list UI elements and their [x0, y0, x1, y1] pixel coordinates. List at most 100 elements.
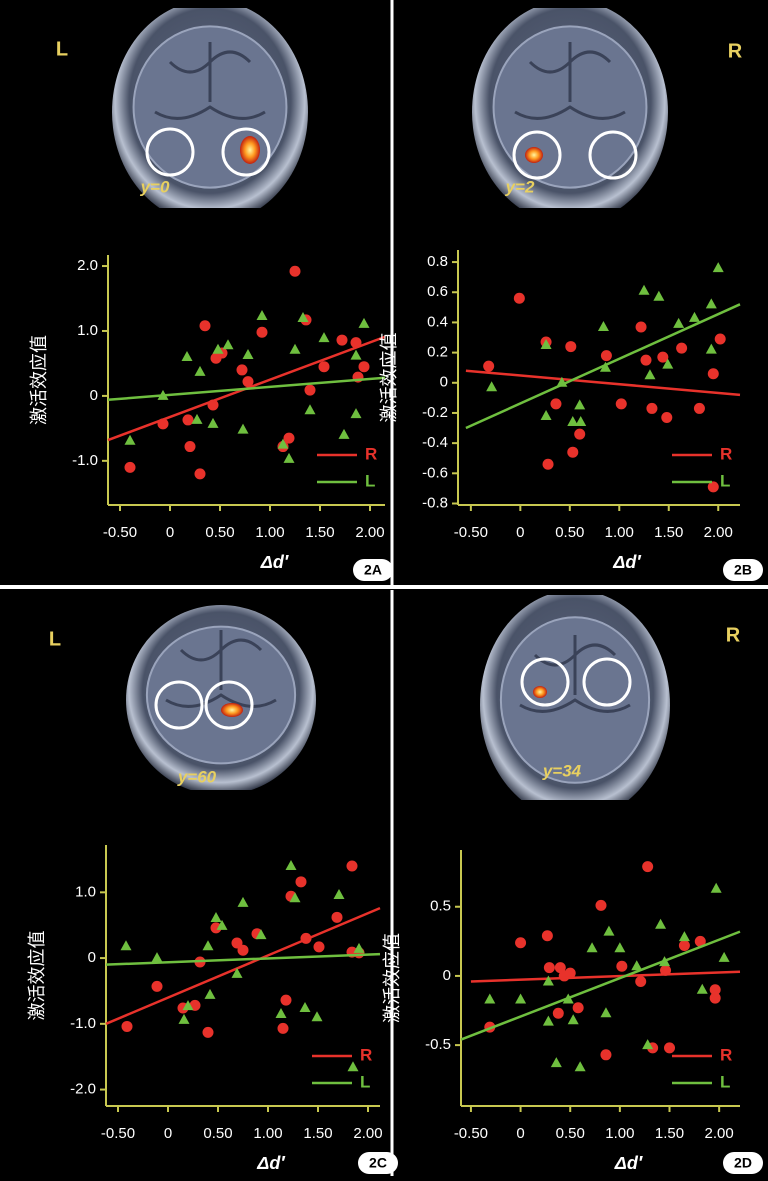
- point: [595, 900, 606, 911]
- point: [152, 981, 163, 992]
- y-tick-label: 0: [443, 967, 451, 984]
- point: [200, 320, 211, 331]
- point: [635, 976, 646, 987]
- y-axis-label: 激活效应值: [382, 933, 403, 1023]
- x-tick-label: 1.50: [303, 1125, 332, 1142]
- y-axis-label: 激活效应值: [29, 335, 50, 425]
- brain-image: [472, 0, 668, 224]
- legend-label: L: [365, 471, 375, 490]
- brain-image: [480, 590, 670, 820]
- y-tick-label: 0: [440, 374, 448, 391]
- y-axis-label: 激活效应值: [27, 931, 48, 1021]
- x-tick-label: 2.00: [704, 524, 733, 541]
- y-tick-label: -1.0: [70, 1015, 96, 1032]
- point: [565, 341, 576, 352]
- point: [238, 945, 249, 956]
- activation: [533, 686, 547, 698]
- slice-label: y=34: [542, 761, 582, 780]
- point: [694, 403, 705, 414]
- y-tick-label: 1.0: [77, 322, 98, 339]
- point: [296, 876, 307, 887]
- point: [185, 441, 196, 452]
- x-tick-label: 2.00: [705, 1125, 734, 1142]
- legend-label: R: [720, 1045, 732, 1064]
- x-tick-label: 1.50: [654, 524, 683, 541]
- point: [514, 293, 525, 304]
- side-label: L: [49, 628, 61, 650]
- point: [125, 462, 136, 473]
- y-tick-label: -0.6: [422, 464, 448, 481]
- activation: [221, 703, 243, 717]
- side-label: L: [56, 38, 68, 60]
- x-tick-label: 1.00: [253, 1125, 282, 1142]
- point: [679, 940, 690, 951]
- point: [278, 1023, 289, 1034]
- x-tick-label: 0: [164, 1125, 172, 1142]
- point: [203, 1027, 214, 1038]
- y-tick-label: 0.6: [427, 283, 448, 300]
- y-tick-label: -0.5: [425, 1036, 451, 1053]
- point: [553, 1008, 564, 1019]
- x-tick-label: 0.50: [205, 524, 234, 541]
- figure: Ly=02.01.00-1.0-0.5000.501.001.502.00Δd′…: [0, 0, 768, 1176]
- panel-tag: 2A: [364, 562, 382, 578]
- y-tick-label: -0.2: [422, 404, 448, 421]
- y-tick-label: -0.4: [422, 434, 448, 451]
- point: [616, 961, 627, 972]
- y-tick-label: 1.0: [75, 883, 96, 900]
- y-tick-label: 0.4: [427, 313, 448, 330]
- y-tick-label: 0.2: [427, 344, 448, 361]
- side-label: R: [726, 624, 741, 646]
- point: [305, 385, 316, 396]
- slice-label: y=0: [140, 177, 170, 196]
- point: [543, 459, 554, 470]
- x-tick-label: 1.00: [255, 524, 284, 541]
- point: [710, 993, 721, 1004]
- panel-tag: 2B: [734, 562, 752, 578]
- point: [661, 412, 672, 423]
- point: [347, 861, 358, 872]
- point: [600, 1049, 611, 1060]
- point: [550, 398, 561, 409]
- panel-tag: 2D: [734, 1155, 752, 1171]
- point: [708, 368, 719, 379]
- activation: [240, 136, 260, 164]
- y-tick-label: -0.8: [422, 494, 448, 511]
- x-tick-label: 1.50: [305, 524, 334, 541]
- x-tick-label: 0.50: [555, 524, 584, 541]
- point: [515, 937, 526, 948]
- x-axis-label: Δd′: [612, 552, 641, 572]
- point: [483, 361, 494, 372]
- x-tick-label: -0.50: [101, 1125, 135, 1142]
- point: [676, 343, 687, 354]
- x-tick-label: -0.50: [454, 524, 488, 541]
- legend-label: L: [720, 1072, 730, 1091]
- point: [257, 327, 268, 338]
- point: [319, 361, 330, 372]
- x-tick-label: 2.00: [353, 1125, 382, 1142]
- slice-label: y=2: [505, 177, 535, 196]
- side-label: R: [728, 40, 743, 62]
- point: [337, 335, 348, 346]
- point: [281, 995, 292, 1006]
- point: [122, 1021, 133, 1032]
- x-tick-label: 1.00: [605, 1125, 634, 1142]
- x-tick-label: 2.00: [355, 524, 384, 541]
- point: [359, 361, 370, 372]
- activation: [525, 147, 543, 163]
- point: [567, 447, 578, 458]
- legend-label: L: [720, 471, 730, 490]
- point: [573, 1002, 584, 1013]
- legend-label: R: [720, 444, 732, 463]
- point: [646, 403, 657, 414]
- brain-image: [126, 605, 316, 795]
- y-tick-label: -1.0: [72, 452, 98, 469]
- y-tick-label: -2.0: [70, 1081, 96, 1098]
- x-tick-label: 1.50: [655, 1125, 684, 1142]
- y-tick-label: 0: [88, 949, 96, 966]
- x-axis-label: Δd′: [256, 1153, 285, 1173]
- point: [641, 355, 652, 366]
- x-tick-label: 0: [166, 524, 174, 541]
- x-tick-label: 0.50: [203, 1125, 232, 1142]
- y-tick-label: 0.5: [430, 898, 451, 915]
